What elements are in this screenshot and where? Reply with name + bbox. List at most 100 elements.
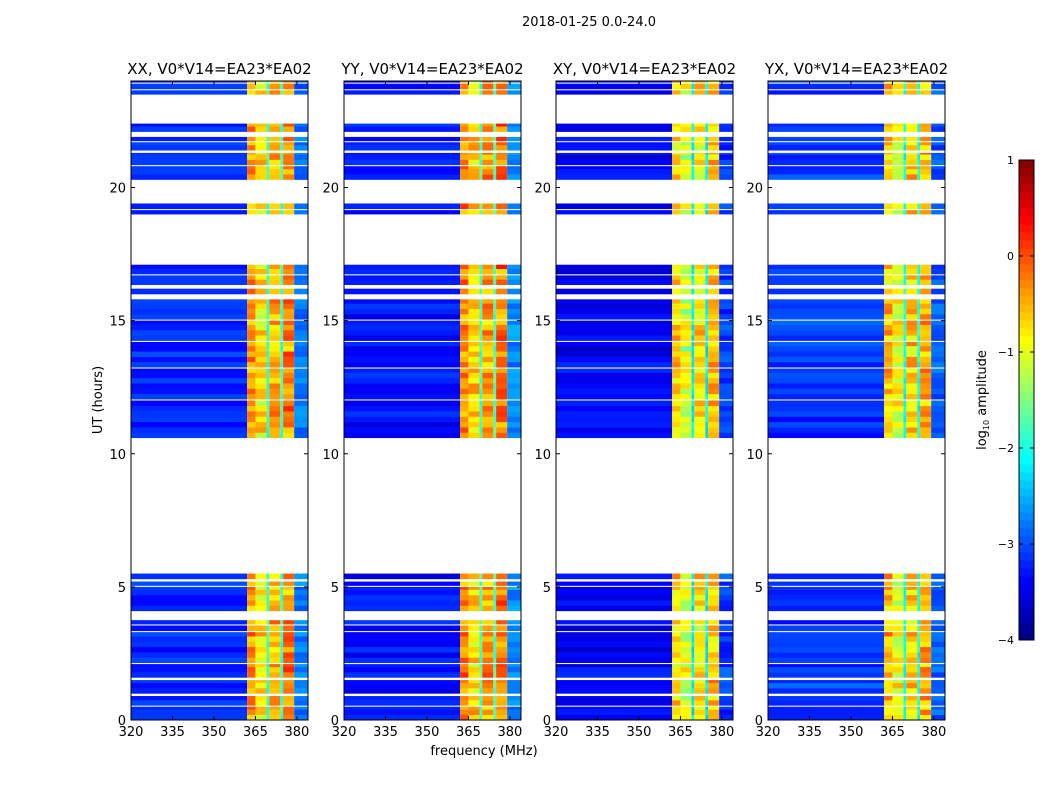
heatmap-cell: [892, 594, 904, 601]
heatmap-cell: [482, 589, 494, 596]
heatmap-cell: [468, 288, 480, 295]
heatmap-cell: [468, 168, 480, 175]
heatmap-cell: [255, 714, 267, 721]
heatmap-cell: [917, 688, 921, 694]
heatmap-cell: [680, 573, 692, 580]
heatmap-cell: [283, 625, 295, 632]
heatmap-cell: [507, 605, 521, 612]
heatmap-cell: [556, 279, 673, 285]
heatmap-cell: [672, 142, 681, 146]
heatmap-cell: [892, 90, 904, 95]
heatmap-cell: [269, 142, 281, 146]
heatmap-cell: [920, 400, 932, 407]
heatmap-cell: [344, 641, 461, 648]
heatmap-cell: [479, 594, 483, 601]
heatmap-cell: [708, 83, 720, 90]
heatmap-cell: [892, 81, 904, 83]
heatmap-cell: [266, 335, 270, 341]
heatmap-cell: [691, 268, 695, 275]
heatmap-cell: [892, 411, 904, 417]
heatmap-cell: [920, 700, 932, 706]
heatmap-cell: [482, 308, 494, 315]
heatmap-cell: [768, 313, 885, 320]
colorbar-segment: [1019, 360, 1034, 369]
heatmap-cell: [917, 706, 921, 710]
heatmap-cell: [917, 652, 921, 658]
heatmap-cell: [460, 636, 469, 642]
heatmap-cell: [280, 605, 284, 612]
heatmap-cell: [884, 356, 893, 363]
heatmap-cell: [892, 320, 904, 325]
heatmap-cell: [482, 313, 494, 320]
heatmap-cell: [283, 383, 295, 389]
heatmap-cell: [719, 341, 733, 347]
heatmap-cell: [884, 641, 893, 648]
heatmap-cell: [344, 126, 461, 132]
heatmap-cell: [917, 275, 921, 280]
heatmap-cell: [917, 279, 921, 285]
heatmap-cell: [719, 666, 733, 673]
heatmap-cell: [694, 142, 706, 146]
heatmap-cell: [460, 632, 469, 637]
heatmap-cell: [680, 356, 692, 363]
heatmap-cell: [269, 411, 281, 417]
heatmap-cell: [931, 154, 945, 160]
heatmap-cell: [479, 166, 483, 170]
heatmap-cell: [269, 279, 281, 285]
heatmap-cell: [556, 341, 673, 347]
heatmap-cell: [247, 203, 256, 210]
heatmap-cell: [892, 383, 904, 389]
heatmap-cell: [496, 600, 508, 606]
heatmap-cell: [131, 275, 248, 280]
heatmap-cell: [507, 625, 521, 632]
heatmap-cell: [266, 625, 270, 632]
heatmap-cell: [892, 427, 904, 433]
heatmap-cell: [294, 388, 308, 395]
heatmap-cell: [705, 421, 709, 428]
heatmap-cell: [768, 696, 885, 701]
heatmap-cell: [247, 383, 256, 389]
heatmap-cell: [768, 83, 885, 90]
heatmap-cell: [691, 416, 695, 423]
heatmap-cell: [906, 303, 918, 309]
heatmap-cell: [247, 268, 256, 275]
y-axis-label: UT (hours): [91, 366, 106, 434]
heatmap-cell: [691, 203, 695, 210]
heatmap-cell: [705, 657, 709, 664]
heatmap-cell: [691, 81, 695, 83]
heatmap-cell: [247, 90, 256, 95]
heatmap-cell: [255, 275, 267, 280]
heatmap-cell: [705, 672, 709, 678]
heatmap-cell: [691, 320, 695, 325]
heatmap-cell: [269, 144, 281, 151]
heatmap-cell: [344, 400, 461, 407]
heatmap-cell: [344, 432, 461, 439]
heatmap-cell: [482, 632, 494, 637]
heatmap-cell: [691, 279, 695, 285]
heatmap-cell: [479, 329, 483, 336]
heatmap-cell: [493, 166, 497, 170]
heatmap-cell: [705, 709, 709, 715]
heatmap-cell: [920, 594, 932, 601]
heatmap-cell: [131, 709, 248, 715]
heatmap-cell: [672, 646, 681, 653]
heatmap-cell: [255, 345, 267, 352]
heatmap-cell: [768, 632, 885, 637]
heatmap-cell: [131, 427, 248, 433]
heatmap-cell: [920, 144, 932, 151]
heatmap-cell: [920, 714, 932, 721]
heatmap-cell: [482, 275, 494, 280]
heatmap-cell: [691, 303, 695, 309]
heatmap-cell: [294, 313, 308, 320]
heatmap-cell: [694, 427, 706, 433]
heatmap-cell: [906, 682, 918, 689]
heatmap-cell: [556, 688, 673, 694]
heatmap-cell: [479, 388, 483, 395]
heatmap-cell: [269, 416, 281, 423]
heatmap-cell: [719, 625, 733, 632]
heatmap-cell: [468, 388, 480, 395]
heatmap-cell: [283, 657, 295, 664]
heatmap-cell: [344, 652, 461, 658]
heatmap-cell: [507, 589, 521, 596]
heatmap-cell: [269, 714, 281, 721]
